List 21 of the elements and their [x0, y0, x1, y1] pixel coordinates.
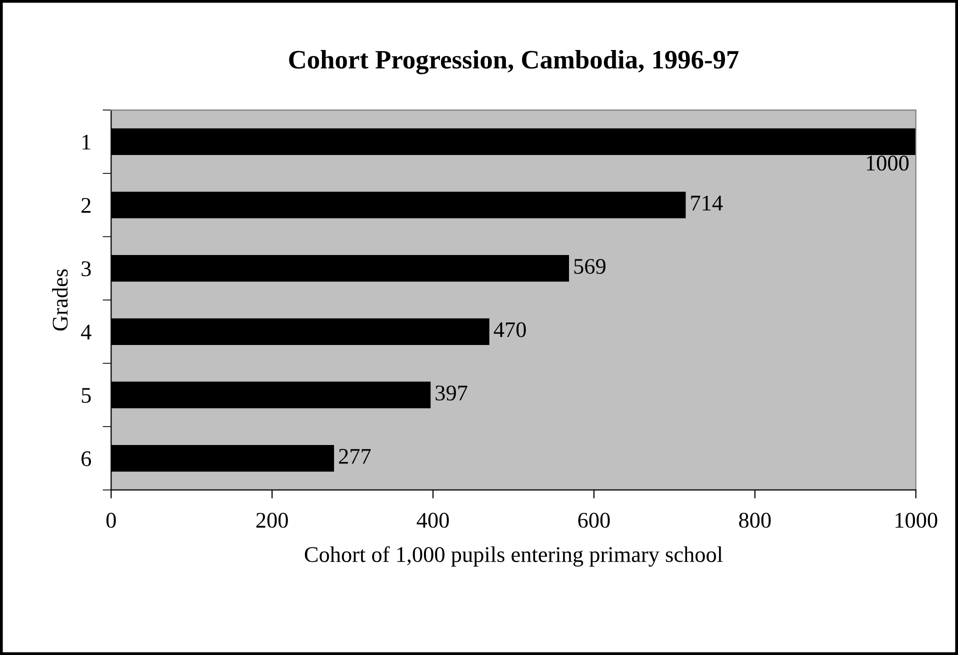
x-tick-label: 400: [416, 512, 449, 528]
y-tick-label: 1: [82, 134, 90, 150]
x-axis-title: Cohort of 1,000 pupils entering primary school: [304, 546, 723, 567]
data-label: 397: [436, 386, 468, 401]
y-tick-label: 6: [82, 451, 92, 466]
data-label: 1000: [866, 156, 909, 171]
y-tick-label: 4: [81, 324, 92, 340]
data-label: 714: [691, 196, 723, 210]
data-label: 277: [339, 448, 371, 464]
x-tick-label: 0: [106, 512, 116, 528]
x-tick-label: 200: [256, 512, 288, 528]
chart-title: Cohort Progression, Cambodia, 1996-97: [289, 50, 739, 74]
x-tick-label: 600: [578, 512, 610, 528]
data-label: 470: [494, 322, 526, 338]
y-tick-label: 2: [82, 198, 90, 213]
y-axis-title: Grades: [52, 269, 68, 331]
x-tick-label: 800: [739, 512, 771, 528]
y-tick-label: 5: [82, 388, 91, 403]
x-tick-label: 1000: [896, 512, 938, 528]
data-label: 569: [574, 258, 606, 274]
y-tick-label: 3: [82, 261, 91, 276]
